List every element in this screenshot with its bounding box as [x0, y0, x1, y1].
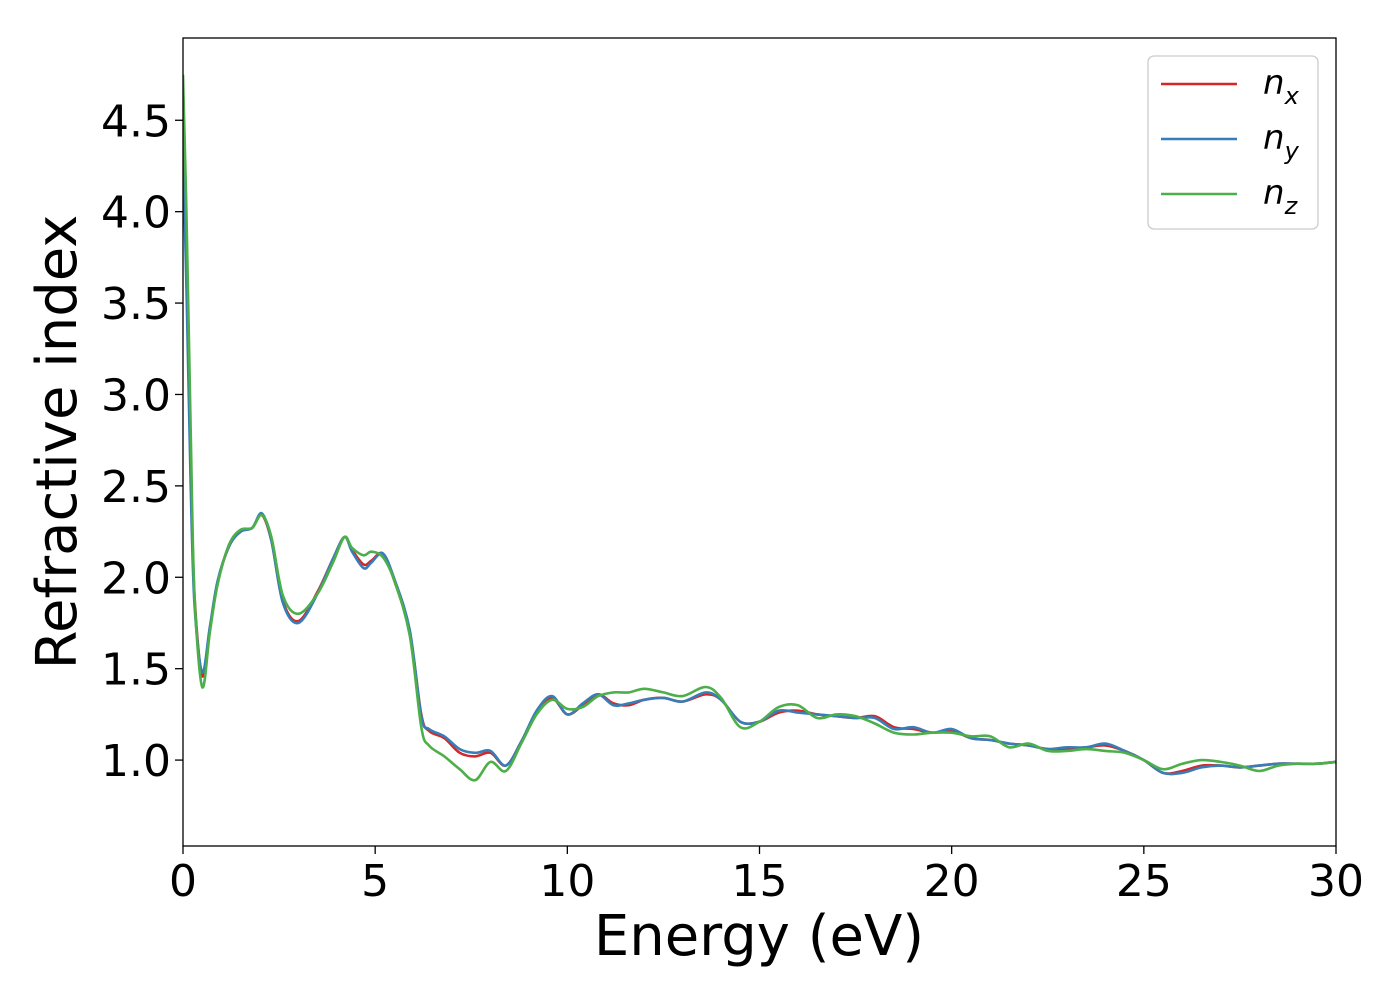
x-tick-label: 25 — [1116, 856, 1172, 907]
y-tick-label: 2.5 — [101, 462, 171, 513]
y-tick-label: 3.5 — [101, 279, 171, 330]
legend-label-nx: nx — [1263, 63, 1300, 110]
series-line-ny — [183, 153, 1336, 776]
y-tick-label: 1.0 — [101, 736, 171, 787]
legend-label-ny: ny — [1263, 118, 1300, 165]
y-axis-ticks: 1.0 1.5 2.0 2.5 3.0 3.5 4.0 4.5 — [101, 96, 183, 787]
y-tick-label: 1.5 — [101, 645, 171, 696]
y-tick-label: 4.0 — [101, 188, 171, 239]
x-tick-label: 20 — [924, 856, 980, 907]
plot-lines — [183, 74, 1336, 782]
y-tick-label: 2.0 — [101, 553, 171, 604]
legend-label-nz: nz — [1263, 173, 1299, 220]
legend-box — [1147, 55, 1319, 230]
x-tick-label: 10 — [539, 856, 595, 907]
x-tick-label: 15 — [732, 856, 788, 907]
x-axis-label: Energy (eV) — [594, 904, 924, 969]
x-tick-label: 5 — [361, 856, 389, 907]
series-line-nz — [183, 74, 1336, 782]
y-tick-label: 3.0 — [101, 370, 171, 421]
legend: nx ny nz — [1147, 55, 1319, 230]
x-tick-label: 0 — [169, 856, 197, 907]
y-axis-label: Refractive index — [25, 215, 90, 670]
series-line-nx — [183, 134, 1336, 775]
x-axis-ticks: 0 5 10 15 20 25 30 — [169, 846, 1364, 907]
y-tick-label: 4.5 — [101, 96, 171, 147]
x-tick-label: 30 — [1308, 856, 1364, 907]
